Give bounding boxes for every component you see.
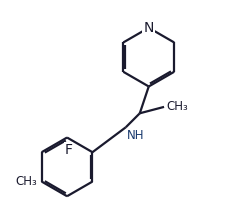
Text: F: F [64, 143, 72, 157]
Text: NH: NH [126, 129, 144, 142]
Text: CH₃: CH₃ [165, 100, 187, 113]
Text: CH₃: CH₃ [15, 175, 37, 188]
Text: N: N [143, 21, 153, 35]
